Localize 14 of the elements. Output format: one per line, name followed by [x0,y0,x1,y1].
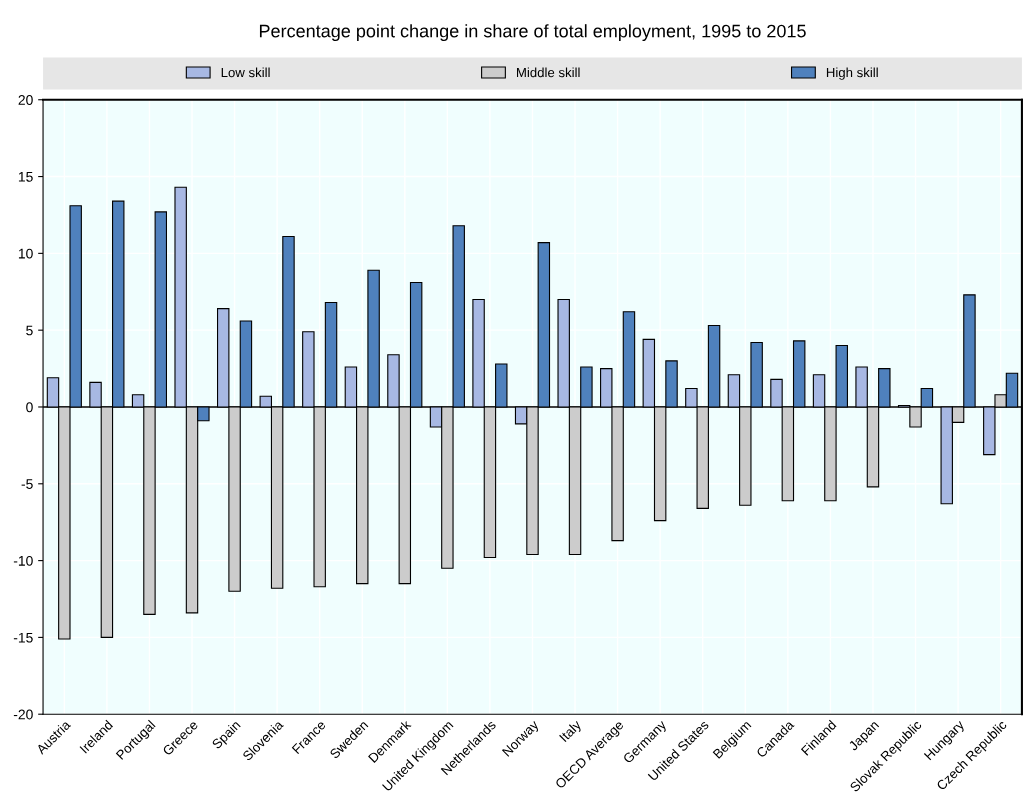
legend-label: Low skill [221,67,270,78]
y-tick-label: 15 [18,172,33,182]
y-tick-label: 5 [26,325,33,336]
chart-title: Percentage point change in share of total employment, 1995 to 2015 [259,24,806,41]
y-tick-label: -20 [13,709,33,720]
y-tick-label: 10 [18,248,33,259]
legend-label: Middle skill [517,67,580,78]
legend-label: High skill [826,67,878,80]
y-tick-label: -5 [21,479,33,489]
y-tick-label: -10 [13,555,33,566]
y-tick-label: 0 [26,402,33,413]
x-tick-label: Italy [558,719,584,745]
y-tick-label: 20 [18,95,33,105]
y-tick-label: -15 [13,632,33,643]
